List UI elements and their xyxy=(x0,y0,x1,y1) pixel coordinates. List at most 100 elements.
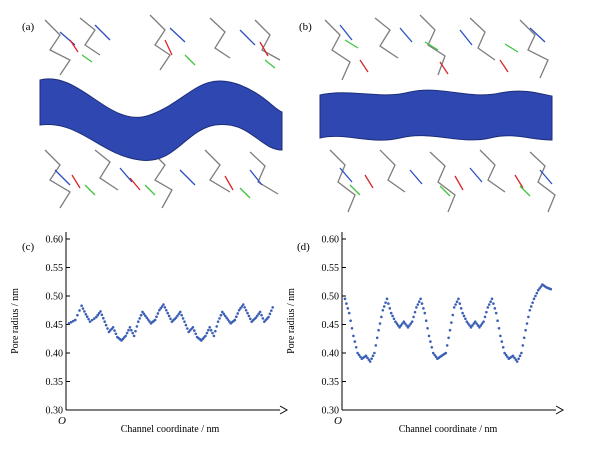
chart-c-data-point xyxy=(244,308,248,312)
chart-d: 0.30 0.35 0.40 0.45 0.50 0.55 0.60 O Channel c… xyxy=(286,232,565,435)
chart-d-data-point xyxy=(395,322,399,325)
chart-d-data-point xyxy=(422,307,425,310)
chart-d-data-point xyxy=(459,307,463,310)
chart-d-data-point xyxy=(381,308,385,312)
chart-c-data-point xyxy=(236,312,239,315)
chart-d-data-point xyxy=(416,303,420,306)
chart-c-data-point xyxy=(169,317,172,321)
chart-c-data-point xyxy=(166,311,169,315)
chart-d-data-point xyxy=(384,301,387,304)
chart-c-data-point xyxy=(145,316,148,319)
chart-d-data-point xyxy=(517,357,520,361)
chart-d-data-point xyxy=(471,324,474,327)
chart-d-data-point xyxy=(492,302,495,305)
chart-c-data-point xyxy=(95,315,98,319)
chart-c-ytick-label: 0.30 xyxy=(46,406,64,417)
chart-c-data-point xyxy=(204,334,207,338)
chart-c-data-point xyxy=(114,332,118,336)
chart-d-points xyxy=(343,283,553,363)
chart-d-data-point xyxy=(448,328,452,332)
chart-c-data-point xyxy=(239,307,242,310)
chart-c-data-point xyxy=(90,318,94,322)
chart-c-data-point xyxy=(97,311,101,315)
chart-c: 0.30 0.35 0.40 0.45 0.50 0.55 0.60 O Channel c… xyxy=(10,232,289,435)
chart-c-data-point xyxy=(186,327,189,330)
chart-d-ytick-label: 0.30 xyxy=(322,406,340,417)
chart-d-data-point xyxy=(499,334,502,338)
chart-d-origin-label: O xyxy=(334,415,342,427)
chart-d-data-point xyxy=(394,320,397,323)
chart-c-data-point xyxy=(163,306,167,309)
chart-c-data-point xyxy=(247,314,251,318)
chart-d-data-point xyxy=(420,302,424,305)
chart-c-data-point xyxy=(255,314,259,318)
chart-d-data-point xyxy=(539,285,543,288)
chart-d-data-point xyxy=(496,319,499,323)
chart-d-ytick-label: 0.40 xyxy=(322,349,340,360)
chart-d-data-point xyxy=(346,307,350,310)
chart-c-data-point xyxy=(218,317,221,320)
chart-d-data-point xyxy=(494,311,498,315)
chart-c-data-point xyxy=(193,329,196,332)
chart-d-data-point xyxy=(472,322,476,325)
chart-c-data-point xyxy=(267,315,270,319)
chart-c-data-point xyxy=(99,310,102,313)
chart-d-data-point xyxy=(388,307,392,310)
chart-d-data-point xyxy=(527,315,530,319)
chart-c-data-point xyxy=(155,315,158,319)
chart-d-data-point xyxy=(450,321,453,324)
chart-c-data-point xyxy=(88,320,92,323)
chart-c-data-point xyxy=(78,309,81,312)
chart-d-data-point xyxy=(359,355,362,359)
chart-d-data-point xyxy=(387,302,390,305)
chart-c-ylabel: Pore radius / nm xyxy=(10,288,21,354)
chart-c-data-point xyxy=(243,306,246,309)
chart-c-data-point xyxy=(191,326,195,329)
chart-d-data-point xyxy=(486,306,490,309)
chart-c-data-point xyxy=(80,304,83,307)
chart-d-data-point xyxy=(489,300,492,304)
chart-c-data-point xyxy=(103,320,106,323)
chart-d-data-point xyxy=(409,322,413,325)
chart-d-data-point xyxy=(487,303,491,306)
chart-d-data-point xyxy=(497,327,501,330)
chart-d-y-ticks: 0.30 0.35 0.40 0.45 0.50 0.55 0.60 xyxy=(322,235,346,417)
chart-c-data-point xyxy=(104,323,108,327)
chart-d-data-point xyxy=(520,351,523,355)
chart-c-data-point xyxy=(156,312,160,315)
chart-c-data-point xyxy=(257,312,261,316)
chart-d-data-point xyxy=(431,351,435,355)
chart-d-data-point xyxy=(424,319,428,323)
chart-c-data-point xyxy=(179,310,182,314)
chart-d-data-point xyxy=(343,297,347,301)
chart-c-data-point xyxy=(194,332,197,336)
chart-d-data-point xyxy=(405,324,408,327)
chart-c-data-point xyxy=(96,313,99,317)
chart-d-data-point xyxy=(398,326,401,329)
chart-d-data-point xyxy=(350,327,354,330)
chart-c-data-point xyxy=(261,317,265,320)
chart-d-data-point xyxy=(364,354,368,358)
chart-c-data-point xyxy=(125,331,129,335)
chart-d-data-point xyxy=(427,334,431,338)
chart-c-data-point xyxy=(242,303,245,306)
chart-d-data-point xyxy=(451,313,455,317)
chart-d-data-point xyxy=(478,326,481,329)
chart-c-data-point xyxy=(124,334,127,338)
chart-c-data-point xyxy=(159,307,162,310)
chart-c-data-point xyxy=(237,308,241,312)
chart-c-data-point xyxy=(268,312,272,316)
chart-c-data-point xyxy=(207,328,210,332)
chart-d-data-point xyxy=(382,305,386,308)
chart-d-data-point xyxy=(375,336,379,340)
chart-c-data-point xyxy=(240,305,244,308)
chart-d-data-point xyxy=(482,320,485,323)
chart-d-data-point xyxy=(521,344,525,347)
chart-d-data-point xyxy=(445,344,449,347)
chart-c-data-point xyxy=(181,317,185,320)
chart-d-data-point xyxy=(490,297,494,301)
chart-d-data-point xyxy=(415,306,418,309)
chart-c-points xyxy=(67,303,275,342)
chart-c-data-point xyxy=(177,312,181,316)
chart-c-ytick-label: 0.50 xyxy=(46,292,64,303)
